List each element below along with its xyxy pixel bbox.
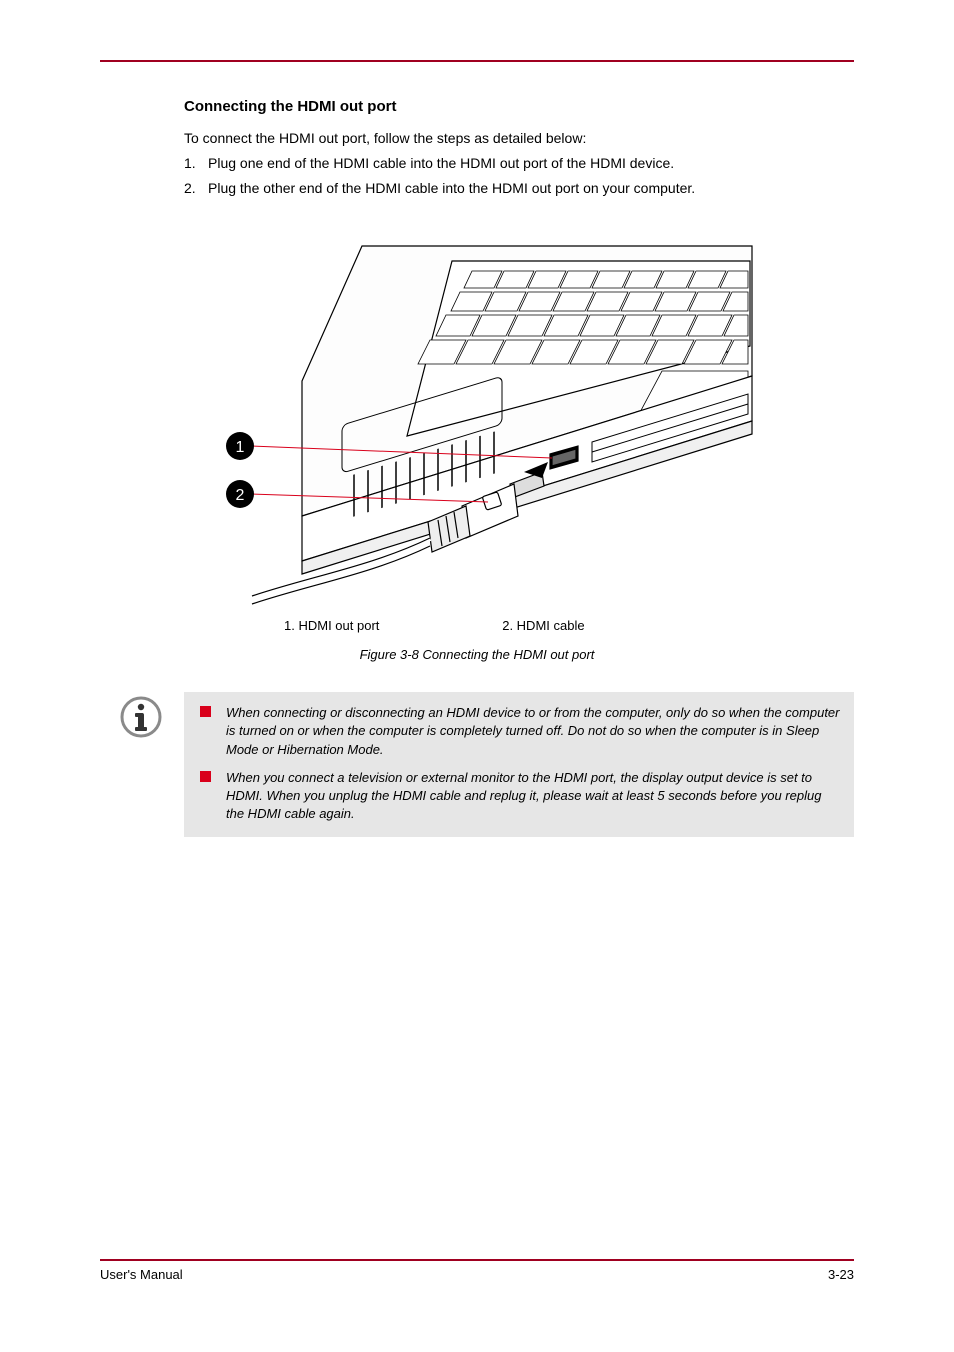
footer-right: 3-23 — [828, 1267, 854, 1282]
figure: 1 2 — [100, 216, 854, 606]
note-box: When connecting or disconnecting an HDMI… — [184, 692, 854, 837]
step-2-text: Plug the other end of the HDMI cable int… — [208, 180, 695, 196]
footer-left: User's Manual — [100, 1267, 183, 1282]
section-intro: To connect the HDMI out port, follow the… — [184, 129, 854, 148]
header-rule — [100, 60, 854, 62]
step-1: 1.Plug one end of the HDMI cable into th… — [184, 154, 854, 173]
note-item-1: When connecting or disconnecting an HDMI… — [198, 704, 840, 759]
callout-2-num: 2 — [236, 487, 245, 504]
legend-1: 1. HDMI out port — [284, 618, 379, 633]
bullet-icon — [200, 706, 211, 717]
figure-illustration: 1 2 — [192, 216, 762, 606]
note-item-2: When you connect a television or externa… — [198, 769, 840, 824]
bullet-icon — [200, 771, 211, 782]
section-title: Connecting the HDMI out port — [184, 98, 854, 115]
footer-rule — [100, 1259, 854, 1261]
legend-2: 2. HDMI cable — [502, 618, 584, 633]
step-1-text: Plug one end of the HDMI cable into the … — [208, 155, 674, 171]
page-footer: User's Manual 3-23 — [100, 1259, 854, 1282]
info-icon — [120, 696, 162, 738]
step-2: 2.Plug the other end of the HDMI cable i… — [184, 179, 854, 198]
callout-1-num: 1 — [236, 439, 245, 456]
figure-legend: 1. HDMI out port 2. HDMI cable — [284, 616, 854, 636]
figure-caption: Figure 3-8 Connecting the HDMI out port — [100, 647, 854, 662]
